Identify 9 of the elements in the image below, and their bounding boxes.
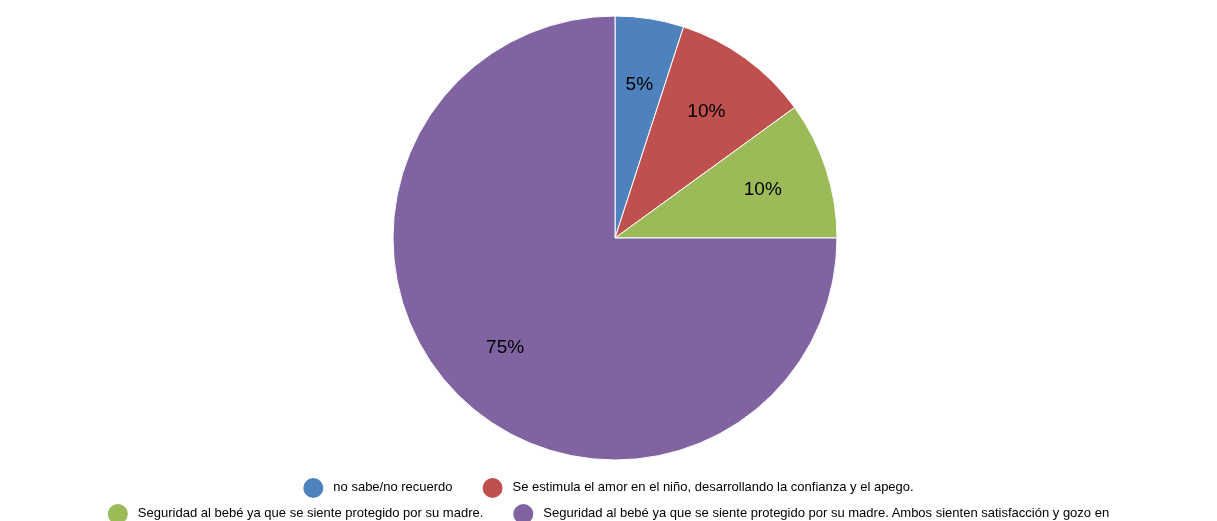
legend-label: no sabe/no recuerdo bbox=[333, 479, 453, 495]
data-label: 5% bbox=[625, 72, 654, 94]
pie-slice bbox=[392, 15, 838, 461]
legend-label: Seguridad al bebé ya que se siente protegido por su madre. bbox=[137, 505, 484, 521]
data-label: 75% bbox=[486, 335, 525, 357]
legend-label: Seguridad al bebé ya que se siente protegido por su madre. Ambos sienten satisfacción y gozo en bbox=[543, 505, 1110, 521]
legend-label: Se estimula el amor en el niño, desarrollando la confianza y el apego. bbox=[512, 479, 914, 495]
data-label: 10% bbox=[687, 100, 726, 122]
data-label: 10% bbox=[743, 177, 782, 199]
